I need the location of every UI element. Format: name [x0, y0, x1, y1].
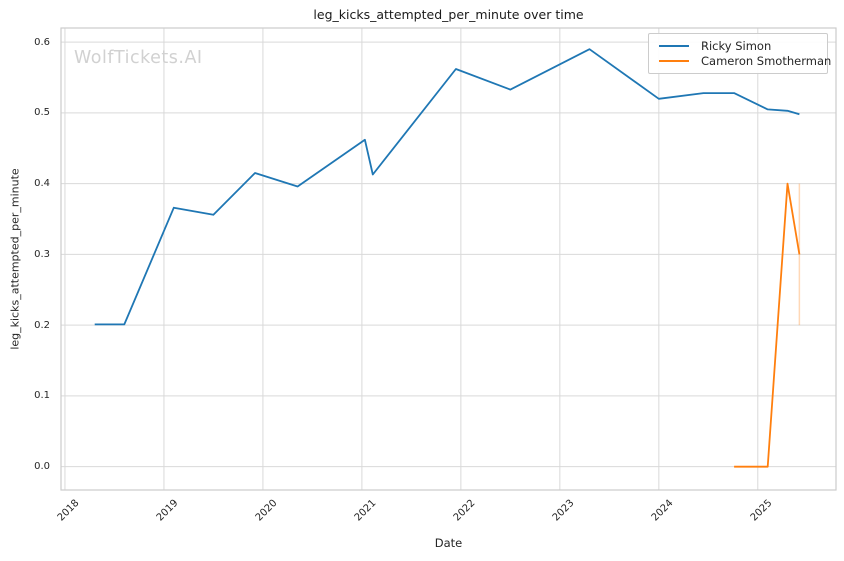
y-tick-label: 0.1	[34, 390, 50, 402]
legend-label: Cameron Smotherman	[701, 53, 832, 68]
chart-title: leg_kicks_attempted_per_minute over time	[313, 7, 584, 22]
legend-label: Ricky Simon	[701, 39, 772, 54]
legend-line-swatch-orange	[659, 59, 689, 62]
watermark: WolfTickets.AI	[74, 48, 203, 68]
legend-item-cameron-smotherman: Cameron Smotherman	[659, 54, 831, 69]
legend: Ricky Simon Cameron Smotherman	[648, 33, 831, 74]
y-tick-label: 0.0	[34, 461, 50, 473]
series-line	[734, 182, 801, 468]
y-tick-label: 0.5	[34, 107, 50, 119]
legend-line-swatch-blue	[659, 45, 689, 48]
series-line	[94, 48, 800, 326]
plot-frame	[60, 27, 837, 491]
x-axis-label: Date	[434, 536, 463, 550]
y-tick-label: 0.4	[34, 178, 50, 190]
y-tick-label: 0.3	[34, 248, 50, 260]
legend-item-ricky-simon: Ricky Simon	[659, 39, 817, 54]
y-tick-label: 0.2	[34, 319, 50, 331]
y-tick-label: 0.6	[34, 36, 50, 48]
